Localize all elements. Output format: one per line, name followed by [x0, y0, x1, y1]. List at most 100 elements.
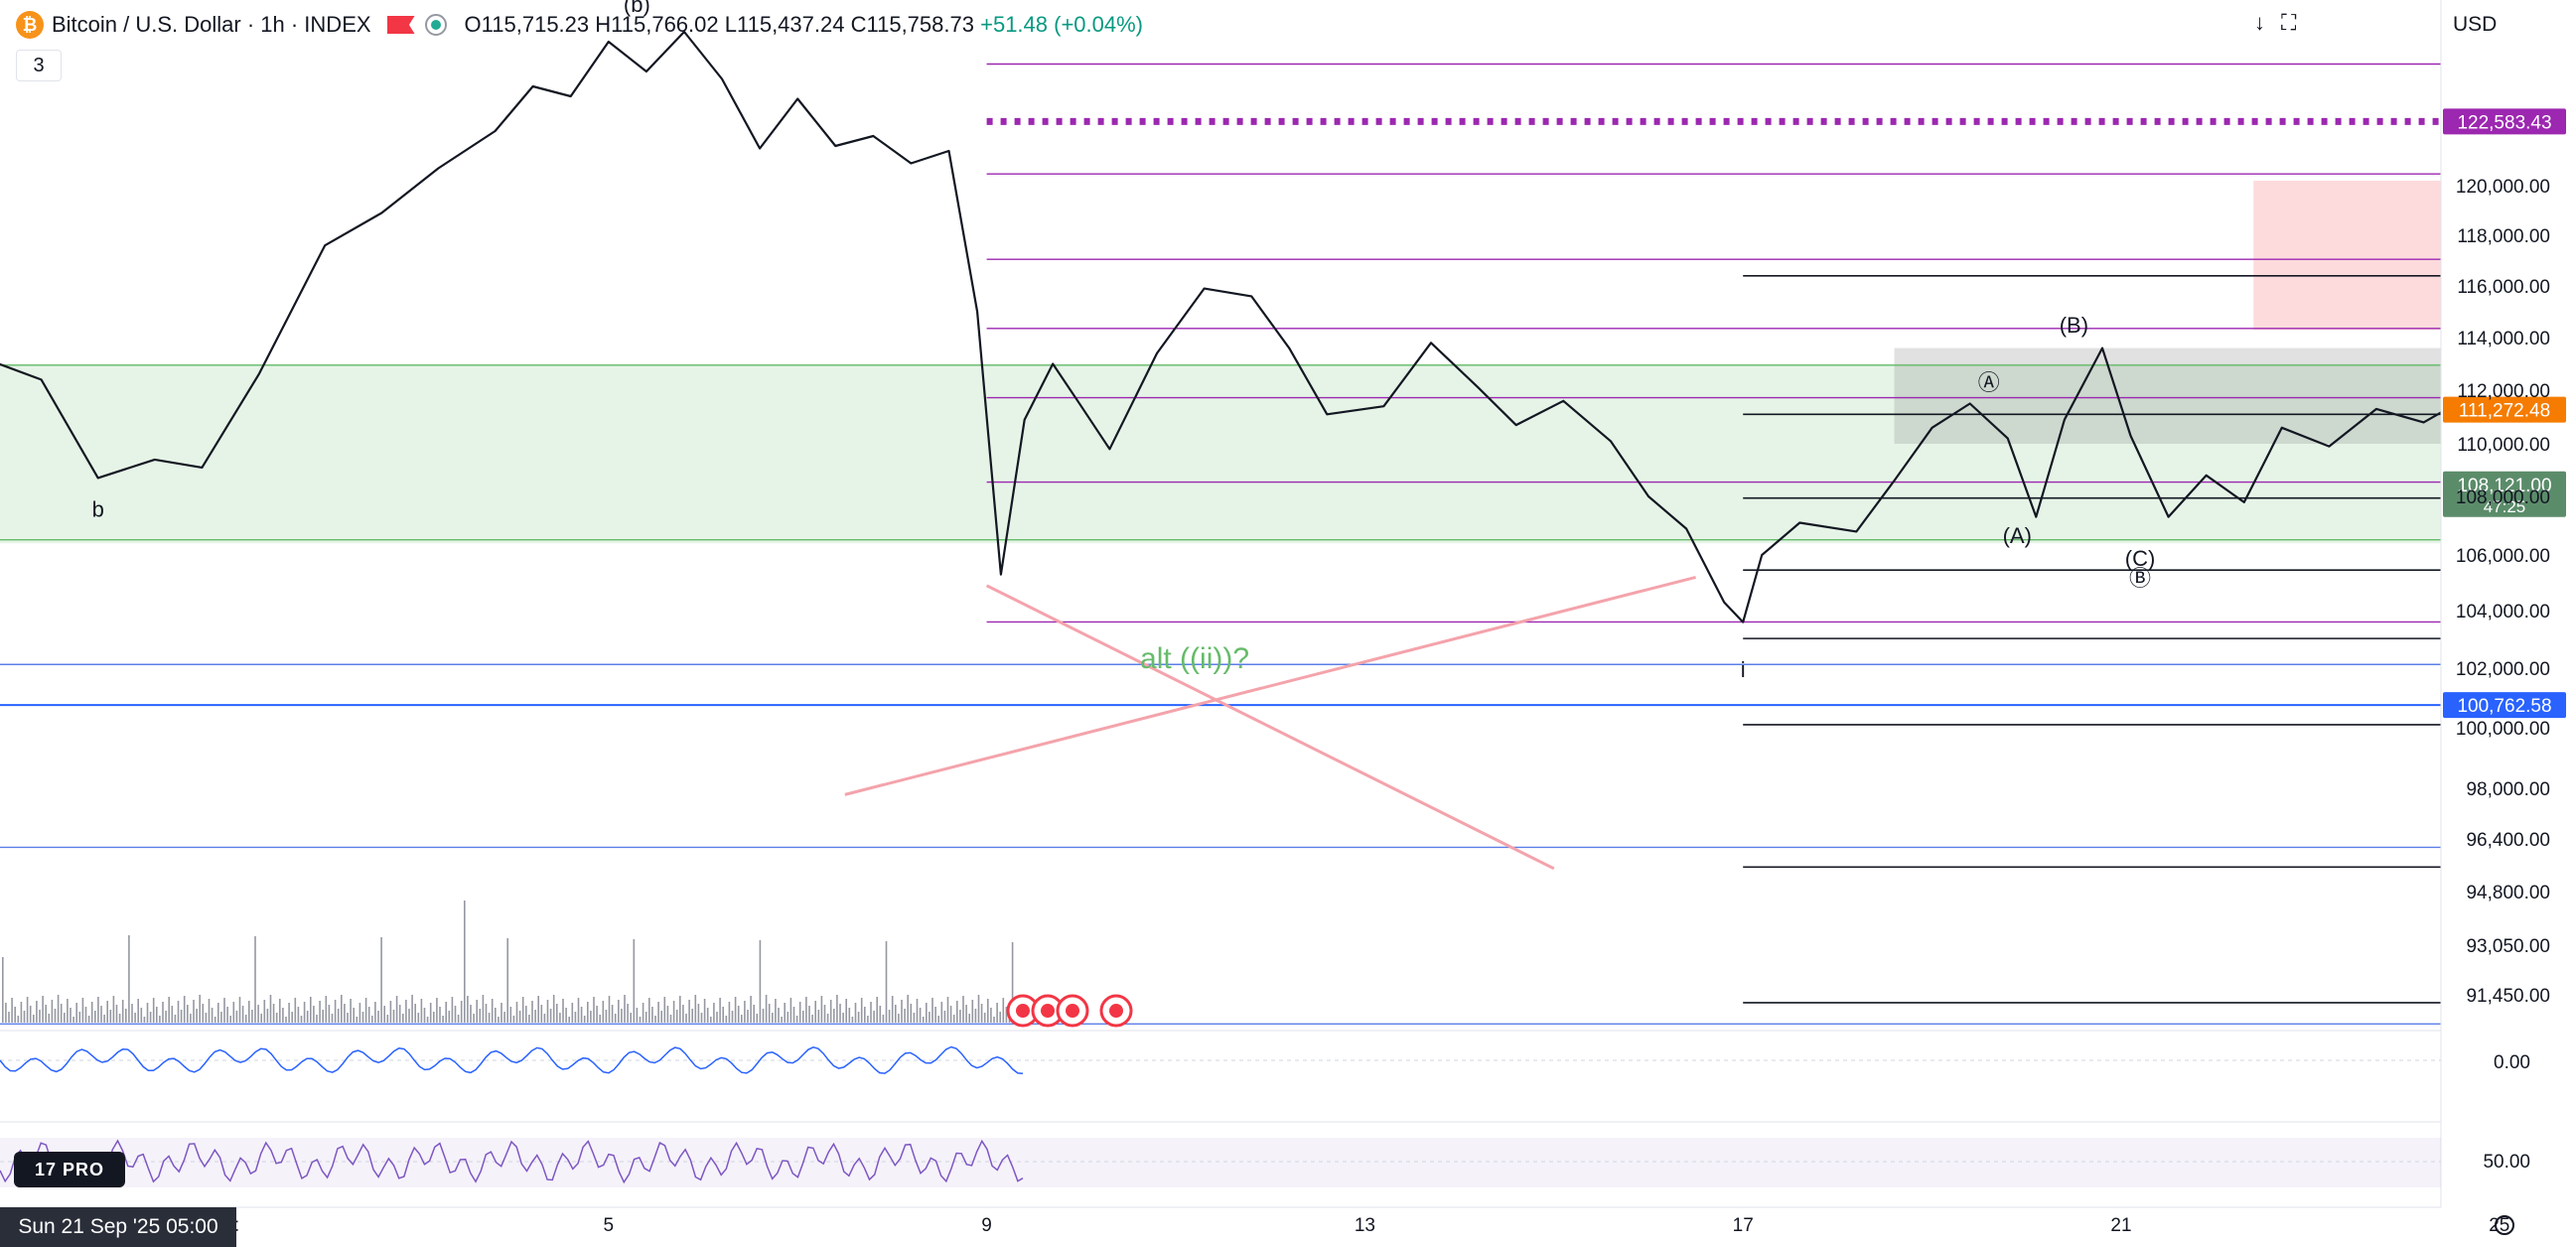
volume-bar: [223, 998, 225, 1023]
volume-bar: [559, 1013, 561, 1023]
volume-bar: [168, 997, 170, 1023]
volume-bar: [694, 995, 697, 1023]
volume-bar: [42, 996, 44, 1023]
volume-bar: [291, 1012, 293, 1023]
volume-bar: [451, 997, 454, 1023]
volume-bar: [971, 1000, 974, 1023]
volume-bar: [669, 1015, 672, 1023]
x-tick-5: 21: [2110, 1215, 2131, 1236]
fullscreen-icon[interactable]: ⛶: [2281, 10, 2297, 35]
volume-bar: [190, 1014, 192, 1023]
y-tick-11: 112,000.00: [2457, 381, 2550, 402]
volume-bar: [657, 1002, 659, 1023]
volume-bar: [583, 1016, 586, 1023]
volume-bar: [509, 1007, 512, 1023]
x-tick-2: 9: [981, 1215, 992, 1236]
symbol-title[interactable]: Bitcoin / U.S. Dollar · 1h · INDEX: [52, 12, 371, 37]
volume-bar: [574, 1012, 577, 1023]
volume-bar: [728, 1002, 731, 1023]
volume-bar: [70, 1008, 72, 1023]
change-value: +51.48 (+0.04%): [980, 12, 1144, 37]
volume-bar: [436, 998, 438, 1023]
volume-bar: [534, 1010, 536, 1023]
event-marker-3: [1099, 994, 1133, 1028]
volume-bar: [706, 1008, 709, 1023]
event-marker-2: [1056, 994, 1089, 1028]
volume-bar: [137, 999, 139, 1023]
price-tag-2: [2443, 692, 2566, 719]
volume-bar: [75, 1003, 77, 1023]
low-value: L115,437.24: [724, 12, 845, 37]
volume-bar: [8, 1012, 10, 1023]
price-series-line: [0, 30, 2441, 624]
volume-bar: [229, 1016, 231, 1023]
volume-bar: [864, 1007, 866, 1023]
volume-bar: [269, 995, 272, 1023]
volume-bar: [479, 1009, 482, 1023]
flag-icon[interactable]: [386, 16, 415, 34]
volume-bar: [272, 1004, 275, 1023]
volume-bar: [697, 1004, 700, 1023]
volume-bar: [275, 1013, 278, 1023]
indicator-count[interactable]: 3: [16, 50, 62, 81]
volume-bar: [358, 1003, 361, 1023]
volume-bar: [260, 1014, 262, 1023]
volume-bar: [5, 1003, 7, 1023]
volume-bar: [784, 1003, 786, 1023]
y-tick-9: 108,000.00: [2456, 487, 2550, 508]
volume-bar: [778, 1008, 780, 1023]
wave-label-14: alt ((ii))?: [1140, 642, 1249, 675]
volume-bar: [214, 1017, 216, 1023]
y-tick-5: 100,000.00: [2456, 719, 2550, 740]
volume-bar: [202, 1004, 205, 1023]
arrow-down-icon[interactable]: ↓: [2254, 10, 2265, 35]
volume-bar: [392, 1010, 395, 1023]
volume-bar: [719, 998, 721, 1023]
bitcoin-icon: ₿: [16, 11, 44, 39]
volume-bar: [131, 1004, 133, 1023]
volume-bar: [103, 1015, 105, 1023]
y-tick-1: 93,050.00: [2466, 936, 2550, 957]
volume-bar: [414, 1004, 416, 1023]
wave-label-3: (A): [2003, 523, 2032, 548]
volume-bar: [485, 1004, 488, 1023]
volume-bar: [654, 1016, 656, 1023]
volume-bar: [968, 1014, 970, 1023]
volume-bar: [882, 1015, 885, 1023]
price-tag-label-0: 122,583.43: [2457, 112, 2551, 133]
market-status-icon[interactable]: [424, 14, 447, 36]
rsi-line: [0, 1139, 1024, 1184]
macd-zero-label: 0.00: [2494, 1052, 2530, 1073]
currency-select[interactable]: USD: [2441, 8, 2564, 42]
volume-bar: [211, 1008, 214, 1023]
cross-line-1: [844, 575, 1696, 796]
volume-bar: [143, 1017, 146, 1023]
volume-bar: [294, 998, 297, 1023]
volume-bar: [931, 998, 933, 1023]
event-marker-dot: [1016, 1004, 1030, 1018]
volume-bar: [159, 1016, 161, 1023]
volume-bar: [341, 995, 343, 1023]
zone-rect-1: [1894, 347, 2441, 444]
volume-bar: [937, 1016, 939, 1023]
event-marker-dot: [1109, 1004, 1123, 1018]
wave-label-6: Ⓐ: [1978, 370, 2000, 395]
volume-bar: [672, 1001, 675, 1023]
volume-bar: [1011, 942, 1014, 1023]
volume-bar: [220, 1012, 222, 1023]
volume-bar: [552, 995, 555, 1023]
volume-bar: [36, 1001, 38, 1023]
volume-bar: [854, 1003, 857, 1023]
volume-bar: [775, 999, 777, 1023]
volume-bar: [408, 1009, 410, 1023]
volume-bar: [518, 1011, 521, 1023]
volume-bar: [792, 1007, 795, 1023]
volume-bar: [313, 1006, 315, 1023]
volume-bar: [356, 1017, 358, 1023]
volume-bar: [965, 1005, 967, 1023]
volume-bar: [193, 1000, 195, 1023]
volume-bar: [51, 1000, 54, 1023]
volume-bar: [473, 1014, 475, 1023]
volume-bar: [488, 1013, 491, 1023]
